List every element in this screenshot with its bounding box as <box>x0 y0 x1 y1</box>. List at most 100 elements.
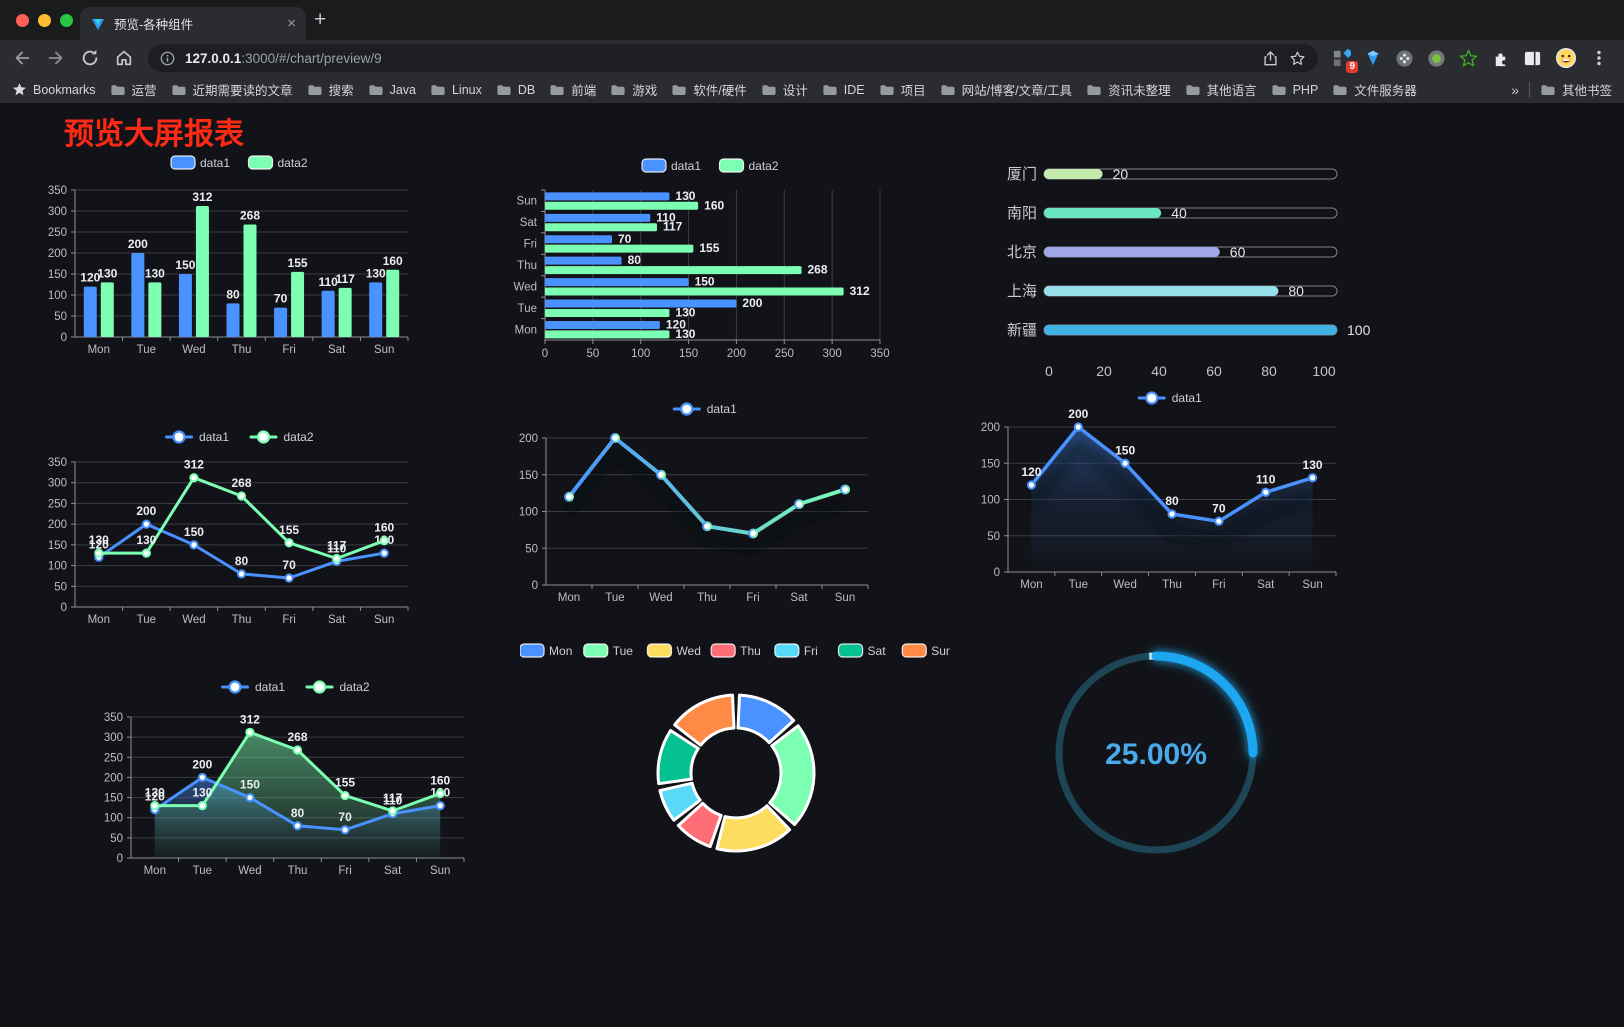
svg-text:110: 110 <box>656 210 676 224</box>
svg-text:Tue: Tue <box>605 592 624 604</box>
ext-star-button[interactable] <box>1459 49 1478 68</box>
svg-text:350: 350 <box>48 457 67 469</box>
svg-text:268: 268 <box>231 476 251 490</box>
chart-line-gradient: data1 0 50 100 150 200 Mon Tue Wed Thu Fri Sat Sun <box>498 392 934 612</box>
svg-text:130: 130 <box>145 266 165 280</box>
svg-text:Sat: Sat <box>520 217 538 229</box>
bookmark-folder[interactable]: IDE <box>822 83 865 97</box>
bookmark-folder[interactable]: 文件服务器 <box>1332 80 1417 99</box>
svg-text:0: 0 <box>994 567 1000 579</box>
bookmark-folder[interactable]: 搜索 <box>307 80 354 99</box>
svg-text:Tue: Tue <box>137 344 156 356</box>
bookmark-folder[interactable]: Linux <box>430 83 482 97</box>
ext-pattern-button[interactable] <box>1395 49 1414 68</box>
tab-strip: 预览-各种组件 × + <box>0 0 1624 40</box>
reload-button[interactable] <box>80 48 100 68</box>
svg-text:Mon: Mon <box>549 644 572 658</box>
svg-text:268: 268 <box>240 208 260 222</box>
bookmarks-manager-item[interactable]: Bookmarks <box>12 82 96 97</box>
svg-text:250: 250 <box>104 752 123 764</box>
zoom-window-button[interactable] <box>60 14 73 27</box>
bookmark-folder[interactable]: 前端 <box>549 80 596 99</box>
other-bookmarks-label: 其他书签 <box>1561 84 1612 98</box>
bookmark-star-icon[interactable] <box>1289 50 1306 67</box>
folder-icon <box>1186 84 1200 95</box>
ext-gem-button[interactable] <box>1364 49 1382 67</box>
svg-text:312: 312 <box>240 712 260 726</box>
tab-title: 预览-各种组件 <box>114 18 194 32</box>
svg-text:150: 150 <box>519 470 538 482</box>
svg-text:南阳: 南阳 <box>1007 205 1037 222</box>
other-bookmarks-folder[interactable]: 其他书签 <box>1540 80 1612 99</box>
svg-text:0: 0 <box>532 580 538 592</box>
svg-text:Sun: Sun <box>374 614 394 626</box>
bookmark-folder-label: 项目 <box>900 84 926 98</box>
bookmark-folder[interactable]: 网站/博客/文章/工具 <box>940 80 1072 99</box>
bookmark-folder[interactable]: DB <box>496 83 535 97</box>
folder-icon <box>431 84 445 95</box>
ext-record-button[interactable] <box>1427 49 1446 68</box>
browser-tab[interactable]: 预览-各种组件 × <box>80 7 306 40</box>
svg-text:160: 160 <box>383 254 403 268</box>
side-panel-button[interactable] <box>1523 49 1542 68</box>
svg-text:厦门: 厦门 <box>1007 166 1037 183</box>
folder-icon <box>1272 84 1286 95</box>
svg-text:Thu: Thu <box>288 865 308 877</box>
chart-donut: Mon Tue Wed Thu Fri Sat Sun <box>519 628 953 898</box>
tab-close-icon[interactable]: × <box>287 15 296 32</box>
url-text: 127.0.0.1:3000/#/chart/preview/9 <box>185 51 382 66</box>
svg-text:60: 60 <box>1206 363 1222 379</box>
svg-text:110: 110 <box>383 794 403 808</box>
bookmark-folder[interactable]: 游戏 <box>610 80 657 99</box>
bookmarks-folders: 运营 近期需要读的文章 搜索 Java Linux DB 前端 游戏 软件/硬件 设计 IDE 项目 网… <box>110 80 1498 99</box>
bookmark-folder[interactable]: 设计 <box>761 80 808 99</box>
bookmark-folder[interactable]: 软件/硬件 <box>671 80 747 99</box>
site-info-icon[interactable] <box>160 51 175 66</box>
home-icon <box>116 50 132 66</box>
bookmark-folder-label: Java <box>389 82 416 97</box>
svg-text:70: 70 <box>274 292 288 306</box>
menu-kebab-button[interactable] <box>1590 49 1608 67</box>
svg-text:100: 100 <box>48 561 67 573</box>
svg-text:20: 20 <box>1113 166 1129 182</box>
back-arrow-icon <box>15 51 30 65</box>
share-icon[interactable] <box>1262 50 1279 67</box>
bookmark-folder[interactable]: 其他语言 <box>1185 80 1257 99</box>
svg-text:Thu: Thu <box>1162 579 1182 591</box>
bookmarks-overflow-chevron[interactable]: » <box>1511 81 1519 98</box>
bookmark-folder[interactable]: 运营 <box>110 80 157 99</box>
svg-text:Wed: Wed <box>514 281 537 293</box>
bookmark-folder[interactable]: 项目 <box>879 80 926 99</box>
profile-button[interactable] <box>1555 47 1577 69</box>
back-button[interactable] <box>12 48 32 68</box>
close-window-button[interactable] <box>16 14 29 27</box>
ext-grid-button[interactable]: 9 <box>1332 48 1358 73</box>
svg-text:130: 130 <box>1303 458 1323 472</box>
svg-text:130: 130 <box>97 266 117 280</box>
minimize-window-button[interactable] <box>38 14 51 27</box>
bookmark-folder[interactable]: Java <box>368 83 416 97</box>
svg-text:Tue: Tue <box>518 303 537 315</box>
forward-arrow-icon <box>48 51 63 65</box>
bookmark-folder[interactable]: 资讯未整理 <box>1086 80 1171 99</box>
folder-icon <box>171 84 186 95</box>
chart-line-two-series: data1 data2 0 50 100 150 200 250 300 350 Mon Tue Wed… <box>40 418 470 638</box>
chart-bar-horizontal: data1 data2 0 50 100 150 200 250 300 350 Sun 130 160… <box>498 148 934 363</box>
home-button[interactable] <box>114 48 134 68</box>
bookmark-folder[interactable]: 近期需要读的文章 <box>171 80 293 99</box>
bookmark-folder-label: 资讯未整理 <box>1108 84 1171 98</box>
svg-text:40: 40 <box>1171 205 1187 221</box>
bookmark-folder[interactable]: PHP <box>1271 83 1318 97</box>
new-tab-button[interactable]: + <box>314 8 327 31</box>
extensions-puzzle-button[interactable] <box>1491 49 1510 68</box>
svg-text:25.00%: 25.00% <box>1105 738 1207 771</box>
forward-button[interactable] <box>46 48 66 68</box>
svg-text:350: 350 <box>48 185 67 197</box>
svg-text:0: 0 <box>1045 363 1053 379</box>
svg-text:110: 110 <box>327 541 347 555</box>
bookmark-folder-label: 软件/硬件 <box>693 84 747 98</box>
address-bar[interactable]: 127.0.0.1:3000/#/chart/preview/9 <box>148 44 1318 72</box>
svg-text:100: 100 <box>631 348 650 360</box>
svg-text:Sun: Sun <box>931 644 950 658</box>
svg-text:0: 0 <box>117 853 123 865</box>
